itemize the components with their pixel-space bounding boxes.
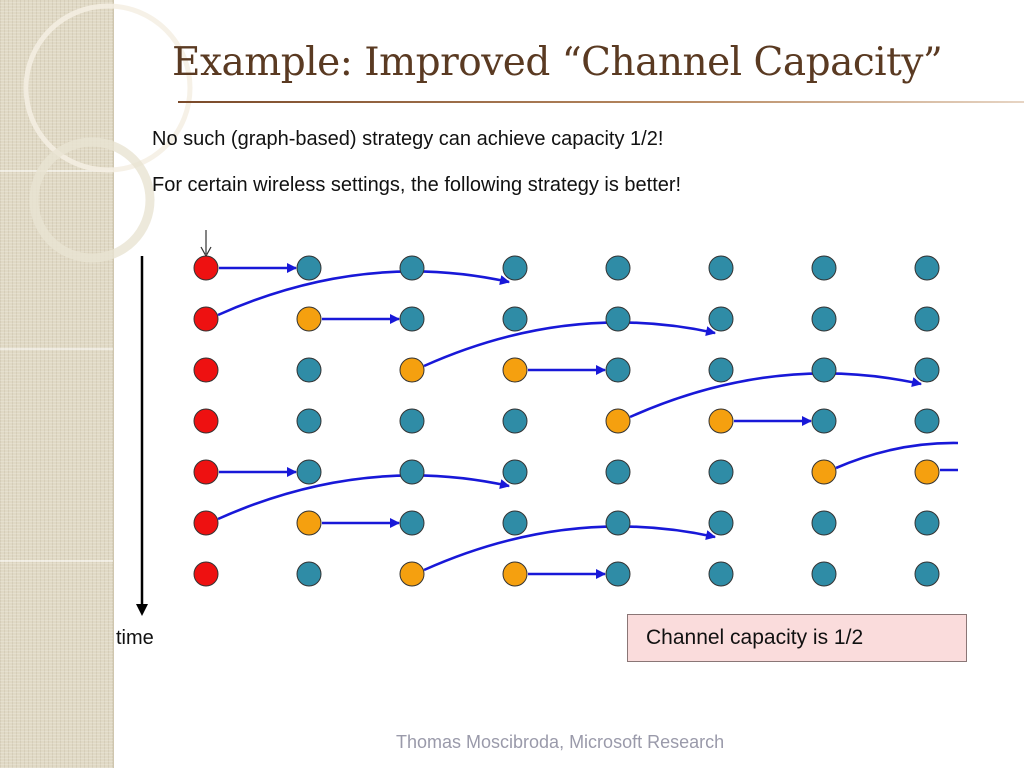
idle-node [811, 408, 837, 434]
source-node [193, 459, 219, 485]
idle-node [296, 357, 322, 383]
decorative-rings [23, 3, 193, 263]
idle-node [811, 306, 837, 332]
idle-node [708, 255, 734, 281]
idle-node [605, 306, 631, 332]
idle-node [399, 306, 425, 332]
relay-node [914, 459, 940, 485]
start-pointer-arrow [200, 230, 212, 258]
relay-node [502, 357, 528, 383]
source-node [193, 561, 219, 587]
curved-arrow [423, 321, 716, 368]
relay-node [399, 561, 425, 587]
idle-node [399, 408, 425, 434]
idle-node [914, 306, 940, 332]
idle-node [914, 255, 940, 281]
relay-node [502, 561, 528, 587]
idle-node [708, 459, 734, 485]
idle-node [502, 306, 528, 332]
curved-arrow [629, 372, 922, 419]
idle-node [605, 561, 631, 587]
statement-graph-based: No such (graph-based) strategy can achie… [152, 128, 664, 150]
nodes-layer [193, 255, 940, 587]
relay-node [296, 510, 322, 536]
idle-node [502, 255, 528, 281]
idle-node [811, 510, 837, 536]
curved-arrow [423, 525, 716, 572]
capacity-callout: Channel capacity is 1/2 [627, 614, 967, 662]
curved-arrow [217, 474, 510, 521]
idle-node [502, 459, 528, 485]
idle-node [605, 255, 631, 281]
idle-node [914, 510, 940, 536]
capacity-callout-text: Channel capacity is 1/2 [646, 626, 864, 649]
curved-arrow-offscreen [835, 441, 959, 470]
curved-arrow [217, 270, 510, 317]
time-label: time [116, 627, 154, 649]
idle-node [296, 459, 322, 485]
relay-node [811, 459, 837, 485]
source-node [193, 255, 219, 281]
idle-node [914, 408, 940, 434]
time-axis-arrowhead [136, 604, 148, 616]
idle-node [399, 255, 425, 281]
relay-node [399, 357, 425, 383]
arrows-layer [217, 263, 959, 579]
idle-node [502, 510, 528, 536]
idle-node [399, 459, 425, 485]
sidebar-texture [0, 0, 114, 768]
idle-node [708, 510, 734, 536]
idle-node [708, 357, 734, 383]
idle-node [605, 357, 631, 383]
idle-node [708, 561, 734, 587]
slide-title: Example: Improved “Channel Capacity” [172, 40, 943, 85]
relay-node [708, 408, 734, 434]
idle-node [296, 408, 322, 434]
ring-small [29, 137, 155, 263]
source-node [193, 408, 219, 434]
idle-node [296, 561, 322, 587]
source-node [193, 306, 219, 332]
relay-node [605, 408, 631, 434]
idle-node [811, 561, 837, 587]
idle-node [811, 255, 837, 281]
ring-large [23, 3, 193, 173]
idle-node [605, 510, 631, 536]
idle-node [811, 357, 837, 383]
idle-node [708, 306, 734, 332]
idle-node [502, 408, 528, 434]
idle-node [605, 459, 631, 485]
relay-node [296, 306, 322, 332]
source-node [193, 510, 219, 536]
statement-wireless-better: For certain wireless settings, the follo… [152, 174, 682, 196]
title-underline [178, 101, 1024, 103]
source-node [193, 357, 219, 383]
idle-node [914, 561, 940, 587]
idle-node [914, 357, 940, 383]
idle-node [296, 255, 322, 281]
footer-credit: Thomas Moscibroda, Microsoft Research [396, 732, 725, 752]
idle-node [399, 510, 425, 536]
